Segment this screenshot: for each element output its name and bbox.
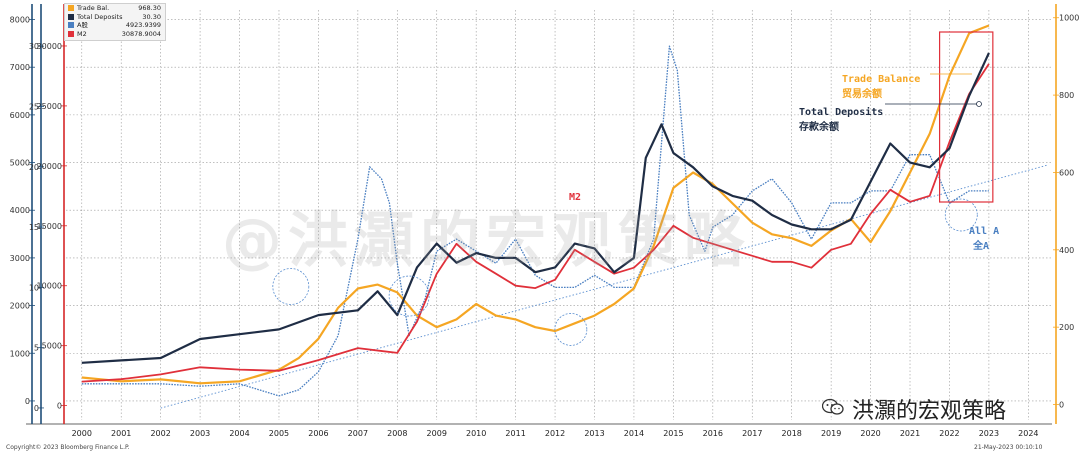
a-share-axis-tick-label: 30 — [29, 42, 39, 51]
legend-value-deposits: 30.30 — [142, 12, 161, 21]
trend-touch-circle — [554, 313, 588, 346]
x-tick-label-2008: 2008 — [387, 429, 407, 438]
m2-axis-tick-label: 30000 — [37, 42, 62, 51]
m2-axis-tick-label: 25000 — [37, 102, 62, 111]
m2-axis-tick-label: 0 — [57, 402, 62, 411]
trade-axis-tick-label: 1000 — [1059, 14, 1079, 23]
legend-entry-m2: M2 30878.9004 — [65, 30, 165, 39]
x-tick-label-2013: 2013 — [584, 429, 604, 438]
series-line-trade-balance — [81, 24, 990, 385]
brand-name: 洪灝的宏观策略 — [852, 399, 1007, 424]
footer-copyright: Copyright© 2023 Bloomberg Finance L.P. — [6, 444, 130, 451]
legend-entry-trade: Trade Bal. 968.30 — [65, 4, 165, 13]
series-group — [81, 24, 1049, 409]
legend-entry-deposits: Total Deposits 30.30 — [65, 13, 165, 22]
series-line-trend — [160, 164, 1049, 409]
trade-axis-tick-label: 0 — [1059, 401, 1064, 410]
a-share-axis-tick-label: 25 — [29, 102, 39, 111]
x-tick-label-2018: 2018 — [782, 429, 802, 438]
footer-timestamp: 21-May-2023 00:10:10 — [974, 444, 1043, 451]
watermark-text: @洪灝的宏观策略 — [222, 206, 750, 276]
a-share-axis-tick-label: 20 — [29, 163, 39, 172]
x-tick-label-2000: 2000 — [72, 429, 92, 438]
m2-axis-tick-label: 10000 — [37, 282, 62, 291]
deposits-axis-tick-label: 6000 — [10, 111, 30, 120]
x-tick-label-2017: 2017 — [742, 429, 762, 438]
a-share-axis-tick-label: 15 — [29, 223, 39, 232]
m2-axis-tick-label: 15000 — [37, 222, 62, 231]
trend-touch-circle — [388, 275, 430, 317]
annotation-m2: M2 — [569, 192, 582, 203]
a-share-axis-tick-label: 10 — [29, 283, 39, 292]
a-share-axis-tick-label: 5 — [34, 344, 39, 353]
deposits-axis-tick-label: 5000 — [10, 159, 30, 168]
axes: 2000 2001 2002 2003 2004 2005 2006 2007 2008 2009… — [10, 4, 1079, 438]
legend-label-deposits: Total Deposits — [77, 12, 123, 21]
x-tick-label-2009: 2009 — [427, 429, 447, 438]
x-tick-label-2021: 2021 — [900, 429, 920, 438]
trade-axis-tick-label: 600 — [1059, 168, 1074, 177]
legend-swatch-a-share — [68, 22, 74, 28]
annotation-all-a-cn: 全A — [973, 241, 990, 252]
x-tick-label-2005: 2005 — [269, 429, 289, 438]
x-tick-label-2023: 2023 — [979, 429, 999, 438]
leader-total-deposits-dot — [976, 101, 982, 107]
annotation-trade-balance-cn: 贸易余额 — [842, 89, 882, 100]
legend-value-trade: 968.30 — [138, 4, 161, 12]
trade-axis-tick-label: 200 — [1059, 323, 1074, 332]
annotation-all-a-en: All A — [969, 226, 1000, 237]
x-tick-label-2015: 2015 — [663, 429, 683, 438]
x-tick-label-2006: 2006 — [308, 429, 328, 438]
trend-touch-circle — [272, 268, 310, 305]
deposits-axis-tick-label: 2000 — [10, 302, 30, 311]
legend-swatch-m2 — [68, 30, 74, 37]
annotation-trade-balance-en: Trade Balance — [842, 74, 921, 85]
a-share-axis-tick-label: 0 — [34, 404, 39, 413]
legend-value-m2: 30878.9004 — [121, 29, 161, 38]
trade-axis-tick-label: 400 — [1059, 246, 1074, 255]
legend: Trade Bal. 968.30 Total Deposits 30.30 A… — [64, 3, 166, 41]
legend-label-trade: Trade Bal. — [77, 4, 110, 12]
legend-label-m2: M2 — [77, 29, 87, 38]
m2-axis-tick-label: 20000 — [37, 162, 62, 171]
highlight-box — [938, 31, 994, 203]
x-tick-label-2011: 2011 — [505, 429, 525, 438]
legend-value-a-share: 4923.9399 — [125, 21, 161, 29]
x-tick-label-2007: 2007 — [348, 429, 368, 438]
annotation-total-deposits-en: Total Deposits — [799, 107, 884, 118]
legend-label-a-share: A股 — [77, 21, 88, 29]
x-tick-label-2020: 2020 — [860, 429, 880, 438]
wechat-icon — [822, 398, 844, 415]
legend-swatch-deposits — [68, 13, 74, 20]
x-tick-label-2003: 2003 — [190, 429, 210, 438]
deposits-axis-tick-label: 8000 — [10, 16, 30, 25]
annotation-total-deposits-cn: 存款余额 — [799, 122, 839, 133]
x-tick-label-2014: 2014 — [624, 429, 644, 438]
x-tick-label-2022: 2022 — [939, 429, 959, 438]
x-tick-label-2012: 2012 — [545, 429, 565, 438]
deposits-axis-tick-label: 1000 — [10, 349, 30, 358]
x-tick-label-2004: 2004 — [229, 429, 249, 438]
x-tick-label-2024: 2024 — [1018, 429, 1038, 438]
deposits-axis-tick-label: 3000 — [10, 254, 30, 263]
deposits-axis-tick-label: 7000 — [10, 63, 30, 72]
trade-axis-tick-label: 800 — [1059, 91, 1074, 100]
x-tick-label-2010: 2010 — [466, 429, 486, 438]
trend-touch-circle — [944, 198, 978, 232]
x-tick-label-2019: 2019 — [821, 429, 841, 438]
legend-swatch-trade — [68, 5, 74, 11]
x-tick-label-2016: 2016 — [703, 429, 723, 438]
marks-group — [272, 31, 994, 346]
m2-axis-tick-label: 5000 — [42, 342, 62, 351]
leader-total-deposits — [885, 103, 979, 105]
deposits-axis-tick-label: 0 — [25, 397, 30, 406]
x-tick-label-2001: 2001 — [111, 429, 131, 438]
x-tick-label-2002: 2002 — [150, 429, 170, 438]
deposits-axis-tick-label: 4000 — [10, 206, 30, 215]
legend-entry-a-share: A股 4923.9399 — [65, 21, 165, 30]
